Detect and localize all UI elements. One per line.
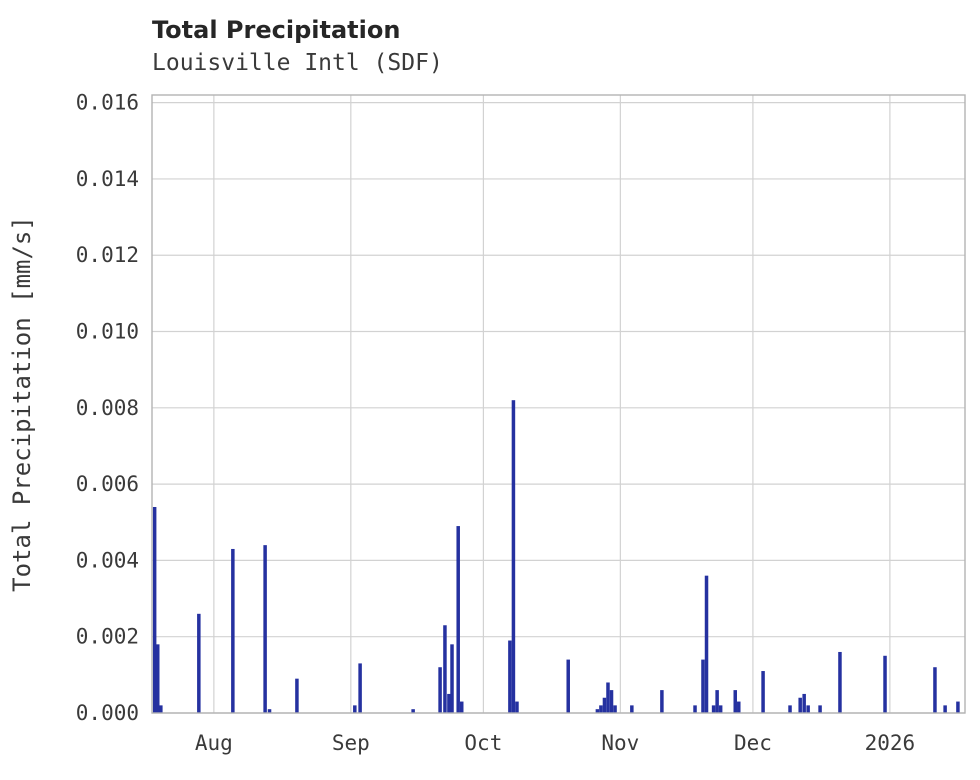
y-tick-label: 0.014 xyxy=(76,167,139,191)
precip-bar xyxy=(838,651,842,713)
precip-bar xyxy=(715,690,719,713)
precip-bar xyxy=(798,697,802,713)
precip-bar xyxy=(450,644,454,713)
precip-bar xyxy=(456,526,460,713)
precip-bar xyxy=(358,663,362,713)
plot-frame xyxy=(151,94,966,714)
x-tick-label: Nov xyxy=(601,731,639,755)
precip-bar xyxy=(508,640,512,713)
precip-bar xyxy=(438,667,442,713)
precip-bar xyxy=(943,705,947,713)
precip-bar xyxy=(693,705,697,713)
precip-bar xyxy=(566,659,570,713)
y-tick-label: 0.012 xyxy=(76,243,139,267)
x-tick-label: Aug xyxy=(195,731,233,755)
x-tick-label: Sep xyxy=(332,731,370,755)
precip-bar xyxy=(660,690,664,713)
y-tick-label: 0.000 xyxy=(76,701,139,725)
precip-bar xyxy=(733,690,737,713)
precip-bar xyxy=(761,671,765,713)
precip-bar xyxy=(511,400,516,713)
precip-bar xyxy=(802,693,806,713)
precip-bar xyxy=(711,705,716,713)
precip-bar xyxy=(704,575,709,713)
precip-bar xyxy=(459,701,464,713)
y-tick-label: 0.010 xyxy=(76,320,139,344)
precip-bar xyxy=(267,709,272,713)
precip-bar xyxy=(613,705,617,713)
precip-bar xyxy=(443,625,447,713)
precip-bar xyxy=(295,678,299,713)
precip-bar xyxy=(411,709,415,713)
precip-bar xyxy=(606,682,610,713)
precip-bar xyxy=(155,644,160,713)
precip-bar xyxy=(701,659,705,713)
precip-bar xyxy=(718,705,723,713)
y-tick-label: 0.006 xyxy=(76,472,139,496)
x-tick-label: 2026 xyxy=(865,731,916,755)
precip-bar xyxy=(609,690,614,713)
precip-bar xyxy=(152,507,157,713)
precip-bar xyxy=(231,548,235,713)
y-tick-label: 0.002 xyxy=(76,625,139,649)
precip-bar xyxy=(933,667,937,713)
y-tick-label: 0.008 xyxy=(76,396,139,420)
x-tick-label: Dec xyxy=(734,731,772,755)
precip-bar xyxy=(353,705,357,713)
y-tick-label: 0.004 xyxy=(76,548,139,572)
chart-title: Total Precipitation xyxy=(152,16,401,44)
y-tick-label: 0.016 xyxy=(76,91,139,115)
precip-bar xyxy=(599,705,603,713)
precip-bar xyxy=(159,705,163,713)
precip-bar xyxy=(818,705,822,713)
precip-bar xyxy=(806,705,810,713)
precip-bar xyxy=(602,697,607,713)
precip-bar xyxy=(883,655,887,713)
precip-bar xyxy=(956,701,960,713)
precip-bar xyxy=(263,545,267,713)
precip-bar xyxy=(595,709,600,713)
y-axis-label: Total Precipitation [mm/s] xyxy=(8,216,36,592)
precip-bar xyxy=(447,693,451,713)
x-tick-label: Oct xyxy=(464,731,502,755)
precip-bar xyxy=(737,701,741,713)
chart-subtitle: Louisville Intl (SDF) xyxy=(152,50,443,76)
precip-bar xyxy=(788,705,792,713)
precip-bar xyxy=(197,613,201,713)
precip-bar xyxy=(515,701,519,713)
precip-bar xyxy=(630,705,634,713)
